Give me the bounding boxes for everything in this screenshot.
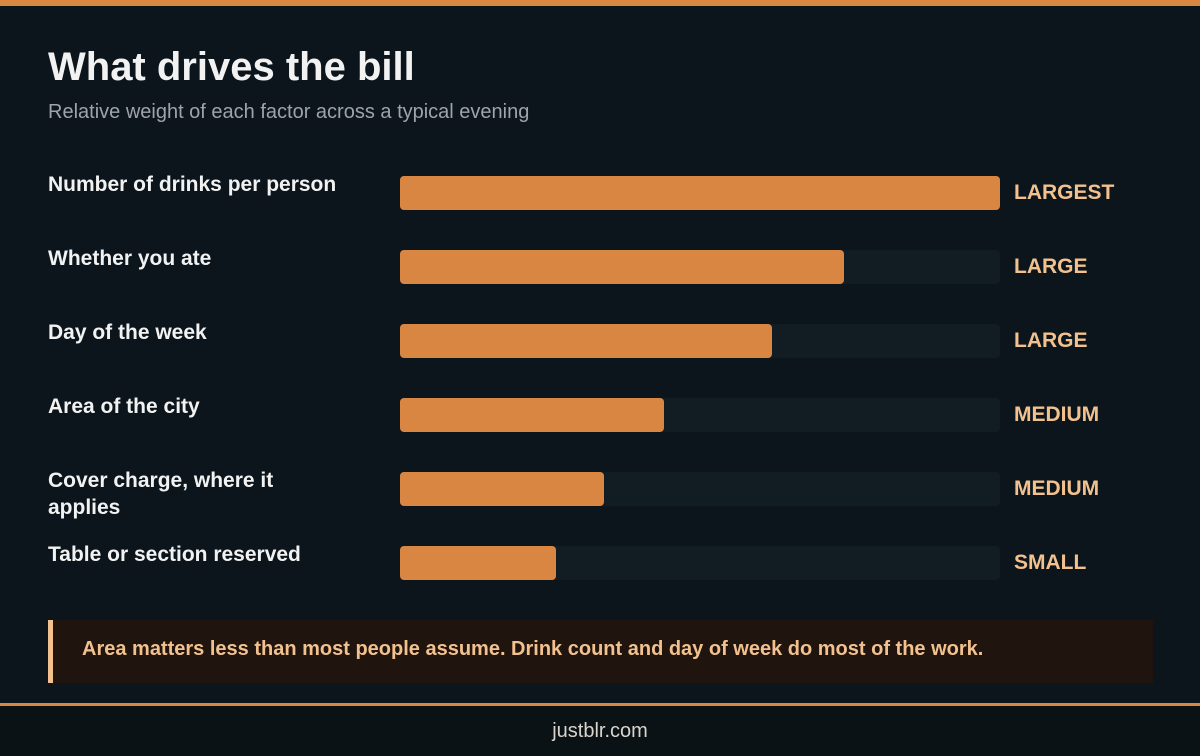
bar-category-label: Area of the city	[48, 395, 200, 418]
bar-track	[400, 176, 1000, 210]
chart-subtitle: Relative weight of each factor across a …	[48, 101, 530, 123]
bar-row: Number of drinks per person LARGEST	[0, 171, 1200, 231]
callout-note: Area matters less than most people assum…	[48, 620, 1153, 683]
bar-track	[400, 546, 1000, 580]
bar-value-label: LARGE	[1014, 329, 1088, 352]
chart-title: What drives the bill	[48, 45, 415, 89]
bar-value-label: MEDIUM	[1014, 403, 1100, 426]
bar-track	[400, 250, 1000, 284]
bar-fill	[400, 472, 604, 506]
bar-value-label: LARGE	[1014, 255, 1088, 278]
bar-category-label: Whether you ate	[48, 247, 212, 270]
callout-note-text: Area matters less than most people assum…	[82, 638, 984, 660]
bar-fill	[400, 250, 844, 284]
bar-fill	[400, 324, 772, 358]
footer-site-link[interactable]: justblr.com	[552, 720, 648, 742]
bar-fill	[400, 176, 1000, 210]
bar-fill	[400, 398, 664, 432]
bar-row: Whether you ate LARGE	[0, 245, 1200, 305]
bar-row: Day of the week LARGE	[0, 319, 1200, 379]
bar-track	[400, 324, 1000, 358]
bar-row: Table or section reserved SMALL	[0, 541, 1200, 601]
top-accent-bar	[0, 0, 1200, 6]
bar-track	[400, 398, 1000, 432]
footer: justblr.com	[0, 706, 1200, 756]
bar-chart: Number of drinks per person LARGEST Whethe…	[0, 171, 1200, 601]
bar-value-label: MEDIUM	[1014, 477, 1100, 500]
bar-category-label: Cover charge, where it applies	[48, 469, 274, 519]
bar-fill	[400, 546, 556, 580]
bar-value-label: LARGEST	[1014, 181, 1115, 204]
bar-row: Area of the city MEDIUM	[0, 393, 1200, 453]
bar-row: Cover charge, where it applies MEDIUM	[0, 467, 1200, 527]
footer-divider	[0, 703, 1200, 706]
bar-track	[400, 472, 1000, 506]
bar-category-label: Number of drinks per person	[48, 173, 337, 196]
bar-category-label: Day of the week	[48, 321, 207, 344]
bar-category-label: Table or section reserved	[48, 543, 301, 566]
bar-value-label: SMALL	[1014, 551, 1087, 574]
